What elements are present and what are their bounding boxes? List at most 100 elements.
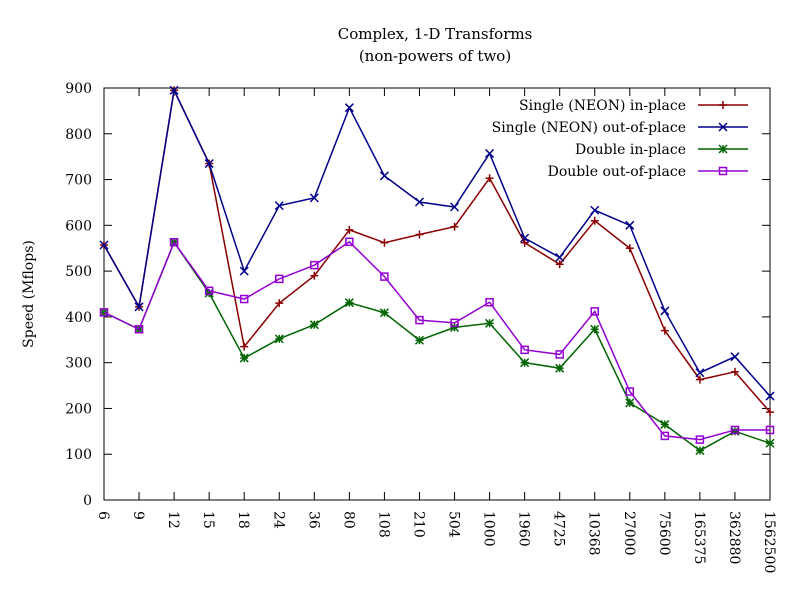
- x-tick-label-12: 1960: [516, 511, 532, 547]
- series-2-point-5: [274, 334, 284, 344]
- series-2-point-17: [695, 446, 705, 456]
- series-0-point-18: [730, 367, 739, 376]
- series-1-point-19: [765, 391, 775, 401]
- series-3-point-13: [555, 350, 564, 359]
- y-tick-label-1: 100: [65, 447, 92, 463]
- series-1-point-4: [239, 266, 249, 276]
- legend-label-3: Double out-of-place: [548, 164, 686, 180]
- series-1-point-14: [590, 205, 600, 215]
- series-3-point-18: [730, 425, 740, 435]
- x-tick-label-16: 75600: [656, 511, 672, 556]
- x-tick-label-11: 1000: [481, 511, 497, 547]
- series-1-point-12: [520, 233, 530, 243]
- series-3-point-16: [660, 431, 670, 441]
- chart-subtitle: (non-powers of two): [359, 47, 511, 65]
- series-2-point-6: [309, 320, 319, 330]
- series-1-point-18: [730, 352, 740, 362]
- x-tick-label-19: 1562500: [761, 511, 777, 573]
- series-0-point-16: [660, 326, 669, 335]
- x-tick-label-10: 504: [446, 511, 462, 538]
- series-1-point-16: [660, 306, 670, 316]
- series-1-point-2: [169, 85, 179, 95]
- series-3-point-1: [134, 324, 144, 334]
- series-2-point-9: [414, 335, 425, 345]
- series-3-point-3: [204, 286, 214, 296]
- plot-frame: [103, 87, 771, 501]
- x-tick-label-14: 10368: [586, 511, 602, 556]
- series-1-point-7: [344, 103, 354, 113]
- series-3-point-0: [99, 308, 109, 317]
- legend-marker-2: [718, 144, 728, 154]
- series-1-point-13: [555, 252, 565, 262]
- series-2-point-10: [449, 322, 460, 332]
- series-3-point-7: [345, 237, 354, 247]
- y-tick-label-0: 0: [83, 493, 92, 509]
- x-tick-label-8: 108: [375, 511, 391, 538]
- plot-area: 0 100 200 300 400 500 600 700 800 900 6 9 12 15 18 24 36…: [65, 81, 777, 573]
- legend-marker-3: [718, 166, 728, 176]
- x-tick-label-9: 210: [410, 511, 426, 538]
- y-tick-label-8: 800: [65, 127, 92, 143]
- series-3-point-4: [239, 294, 249, 304]
- series-3-point-11: [485, 297, 494, 307]
- series-line-0: [103, 87, 771, 413]
- series-2-point-16: [660, 419, 670, 429]
- series-0-point-11: [485, 174, 494, 183]
- series-1-point-1: [134, 302, 144, 312]
- series-1-point-0: [99, 240, 109, 250]
- legend-marker-1: [718, 122, 728, 132]
- series-3-point-19: [765, 425, 775, 435]
- series-3-point-14: [590, 307, 599, 316]
- series-2-point-13: [555, 363, 565, 373]
- series-1-point-6: [309, 193, 319, 203]
- legend-label-0: Single (NEON) in-place: [519, 98, 686, 114]
- x-tick-label-3: 15: [200, 511, 216, 529]
- series-0-point-8: [380, 238, 389, 247]
- series-0-point-7: [345, 225, 354, 234]
- series-1-point-11: [485, 148, 495, 158]
- series-1-point-17: [695, 368, 705, 378]
- series-2-point-7: [344, 298, 354, 308]
- x-tick-label-17: 165375: [691, 511, 707, 564]
- series-3-point-12: [520, 345, 529, 355]
- y-tick-label-6: 600: [65, 218, 92, 234]
- series-0-point-5: [275, 299, 284, 308]
- series-2-point-15: [625, 398, 635, 408]
- series-1-point-8: [379, 171, 389, 181]
- series-1-point-15: [625, 220, 635, 230]
- x-tick-label-0: 6: [95, 511, 111, 520]
- legend-marker-0: [719, 101, 727, 109]
- series-3-point-5: [275, 274, 284, 284]
- series-0-point-9: [415, 230, 424, 239]
- y-axis-label: Speed (Mflops): [21, 240, 37, 348]
- series-3-point-2: [169, 238, 179, 247]
- series-1-point-5: [274, 201, 284, 211]
- series-3-point-15: [625, 387, 635, 396]
- series-2-point-11: [485, 318, 495, 328]
- series-0-point-12: [520, 238, 529, 247]
- x-tick-label-18: 362880: [726, 511, 742, 564]
- y-tick-label-9: 900: [65, 81, 92, 97]
- legend: Single (NEON) in-place Single (NEON) out-…: [492, 98, 748, 180]
- series-0-point-15: [625, 244, 634, 253]
- series-0-point-19: [766, 408, 774, 417]
- x-tick-label-7: 80: [340, 511, 356, 529]
- series-0-point-14: [590, 216, 599, 225]
- series-0-point-17: [695, 375, 704, 384]
- x-tick-label-4: 18: [235, 511, 251, 529]
- series-2-point-12: [520, 358, 530, 368]
- x-tick-label-1: 9: [130, 511, 146, 520]
- y-tick-label-2: 200: [65, 401, 92, 417]
- series-3-point-9: [415, 315, 424, 325]
- series-2-point-8: [379, 308, 389, 318]
- series-1-point-3: [204, 159, 214, 169]
- series-3-point-8: [380, 272, 389, 281]
- y-tick-label-7: 700: [65, 173, 92, 189]
- series-1-point-10: [449, 202, 460, 212]
- x-tick-label-5: 24: [270, 511, 286, 529]
- x-tick-label-15: 27000: [621, 511, 637, 556]
- series-2-point-19: [765, 438, 775, 448]
- x-tick-label-13: 4725: [551, 511, 567, 547]
- legend-label-1: Single (NEON) out-of-place: [492, 120, 686, 136]
